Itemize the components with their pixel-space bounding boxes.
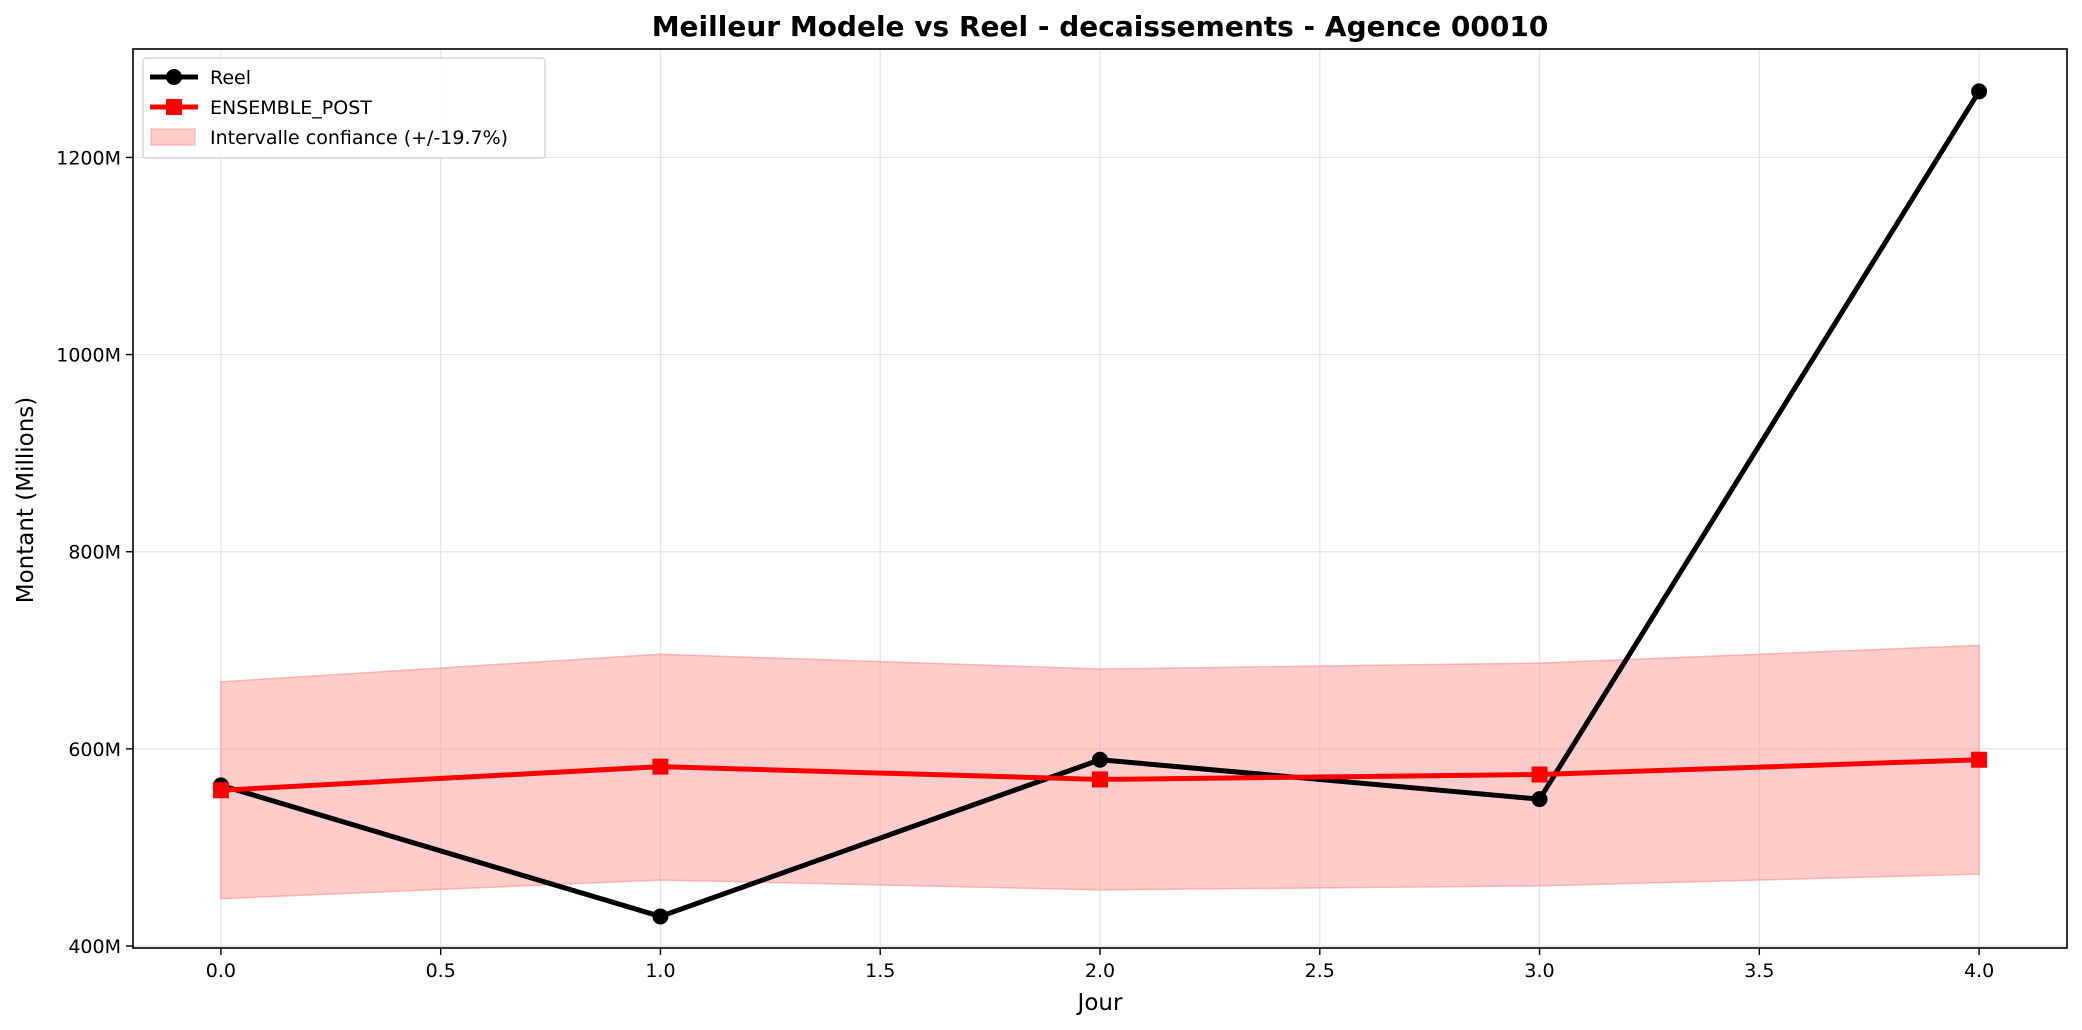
point-0-2 xyxy=(1092,751,1108,768)
chart-title: Meilleur Modele vs Reel - decaissements … xyxy=(652,10,1549,43)
y-tick-label-0: 400M xyxy=(68,936,121,958)
y-axis-ticks: 400M 600M 800M 1000M 1200M xyxy=(56,147,133,958)
x-tick-label-6: 3.0 xyxy=(1524,960,1554,982)
y-tick-label-3: 1000M xyxy=(56,345,121,367)
legend-label-1: ENSEMBLE_POST xyxy=(210,97,372,119)
x-axis-ticks: 0.0 0.5 1.0 1.5 2.0 2.5 3.0 3.5 4.0 xyxy=(206,948,1994,982)
legend-label-0: Reel xyxy=(210,67,251,89)
point-0-4 xyxy=(1971,83,1988,100)
series-1 xyxy=(212,751,1988,799)
series-layer xyxy=(212,83,1988,925)
y-axis-label: Montant (Millions) xyxy=(13,397,39,604)
x-tick-label-4: 2.0 xyxy=(1085,960,1115,982)
legend-marker-0 xyxy=(166,69,182,85)
legend-box xyxy=(142,57,546,159)
x-tick-label-8: 4.0 xyxy=(1964,960,1994,982)
point-1-1 xyxy=(652,758,669,775)
point-1-3 xyxy=(1531,766,1548,783)
x-tick-label-7: 3.5 xyxy=(1744,960,1774,982)
point-0-1 xyxy=(652,908,669,925)
x-tick-label-2: 1.0 xyxy=(645,960,675,982)
y-tick-label-4: 1200M xyxy=(56,147,121,169)
legend-label-band: Intervalle confiance (+/-19.7%) xyxy=(210,127,508,149)
x-tick-label-3: 1.5 xyxy=(865,960,895,982)
x-tick-label-5: 2.5 xyxy=(1305,960,1335,982)
x-axis-label: Jour xyxy=(1076,990,1123,1016)
x-tick-label-1: 0.5 xyxy=(426,960,456,982)
point-1-0 xyxy=(212,782,229,799)
point-1-2 xyxy=(1092,771,1108,788)
legend-marker-1 xyxy=(166,99,182,115)
y-tick-label-1: 600M xyxy=(68,739,121,761)
point-0-3 xyxy=(1531,791,1548,808)
y-tick-label-2: 800M xyxy=(68,542,121,564)
point-1-4 xyxy=(1971,751,1988,768)
x-tick-label-0: 0.0 xyxy=(206,960,236,982)
legend-band-swatch xyxy=(150,128,196,146)
legend: Reel ENSEMBLE_POST Intervalle confiance (+… xyxy=(142,57,546,159)
